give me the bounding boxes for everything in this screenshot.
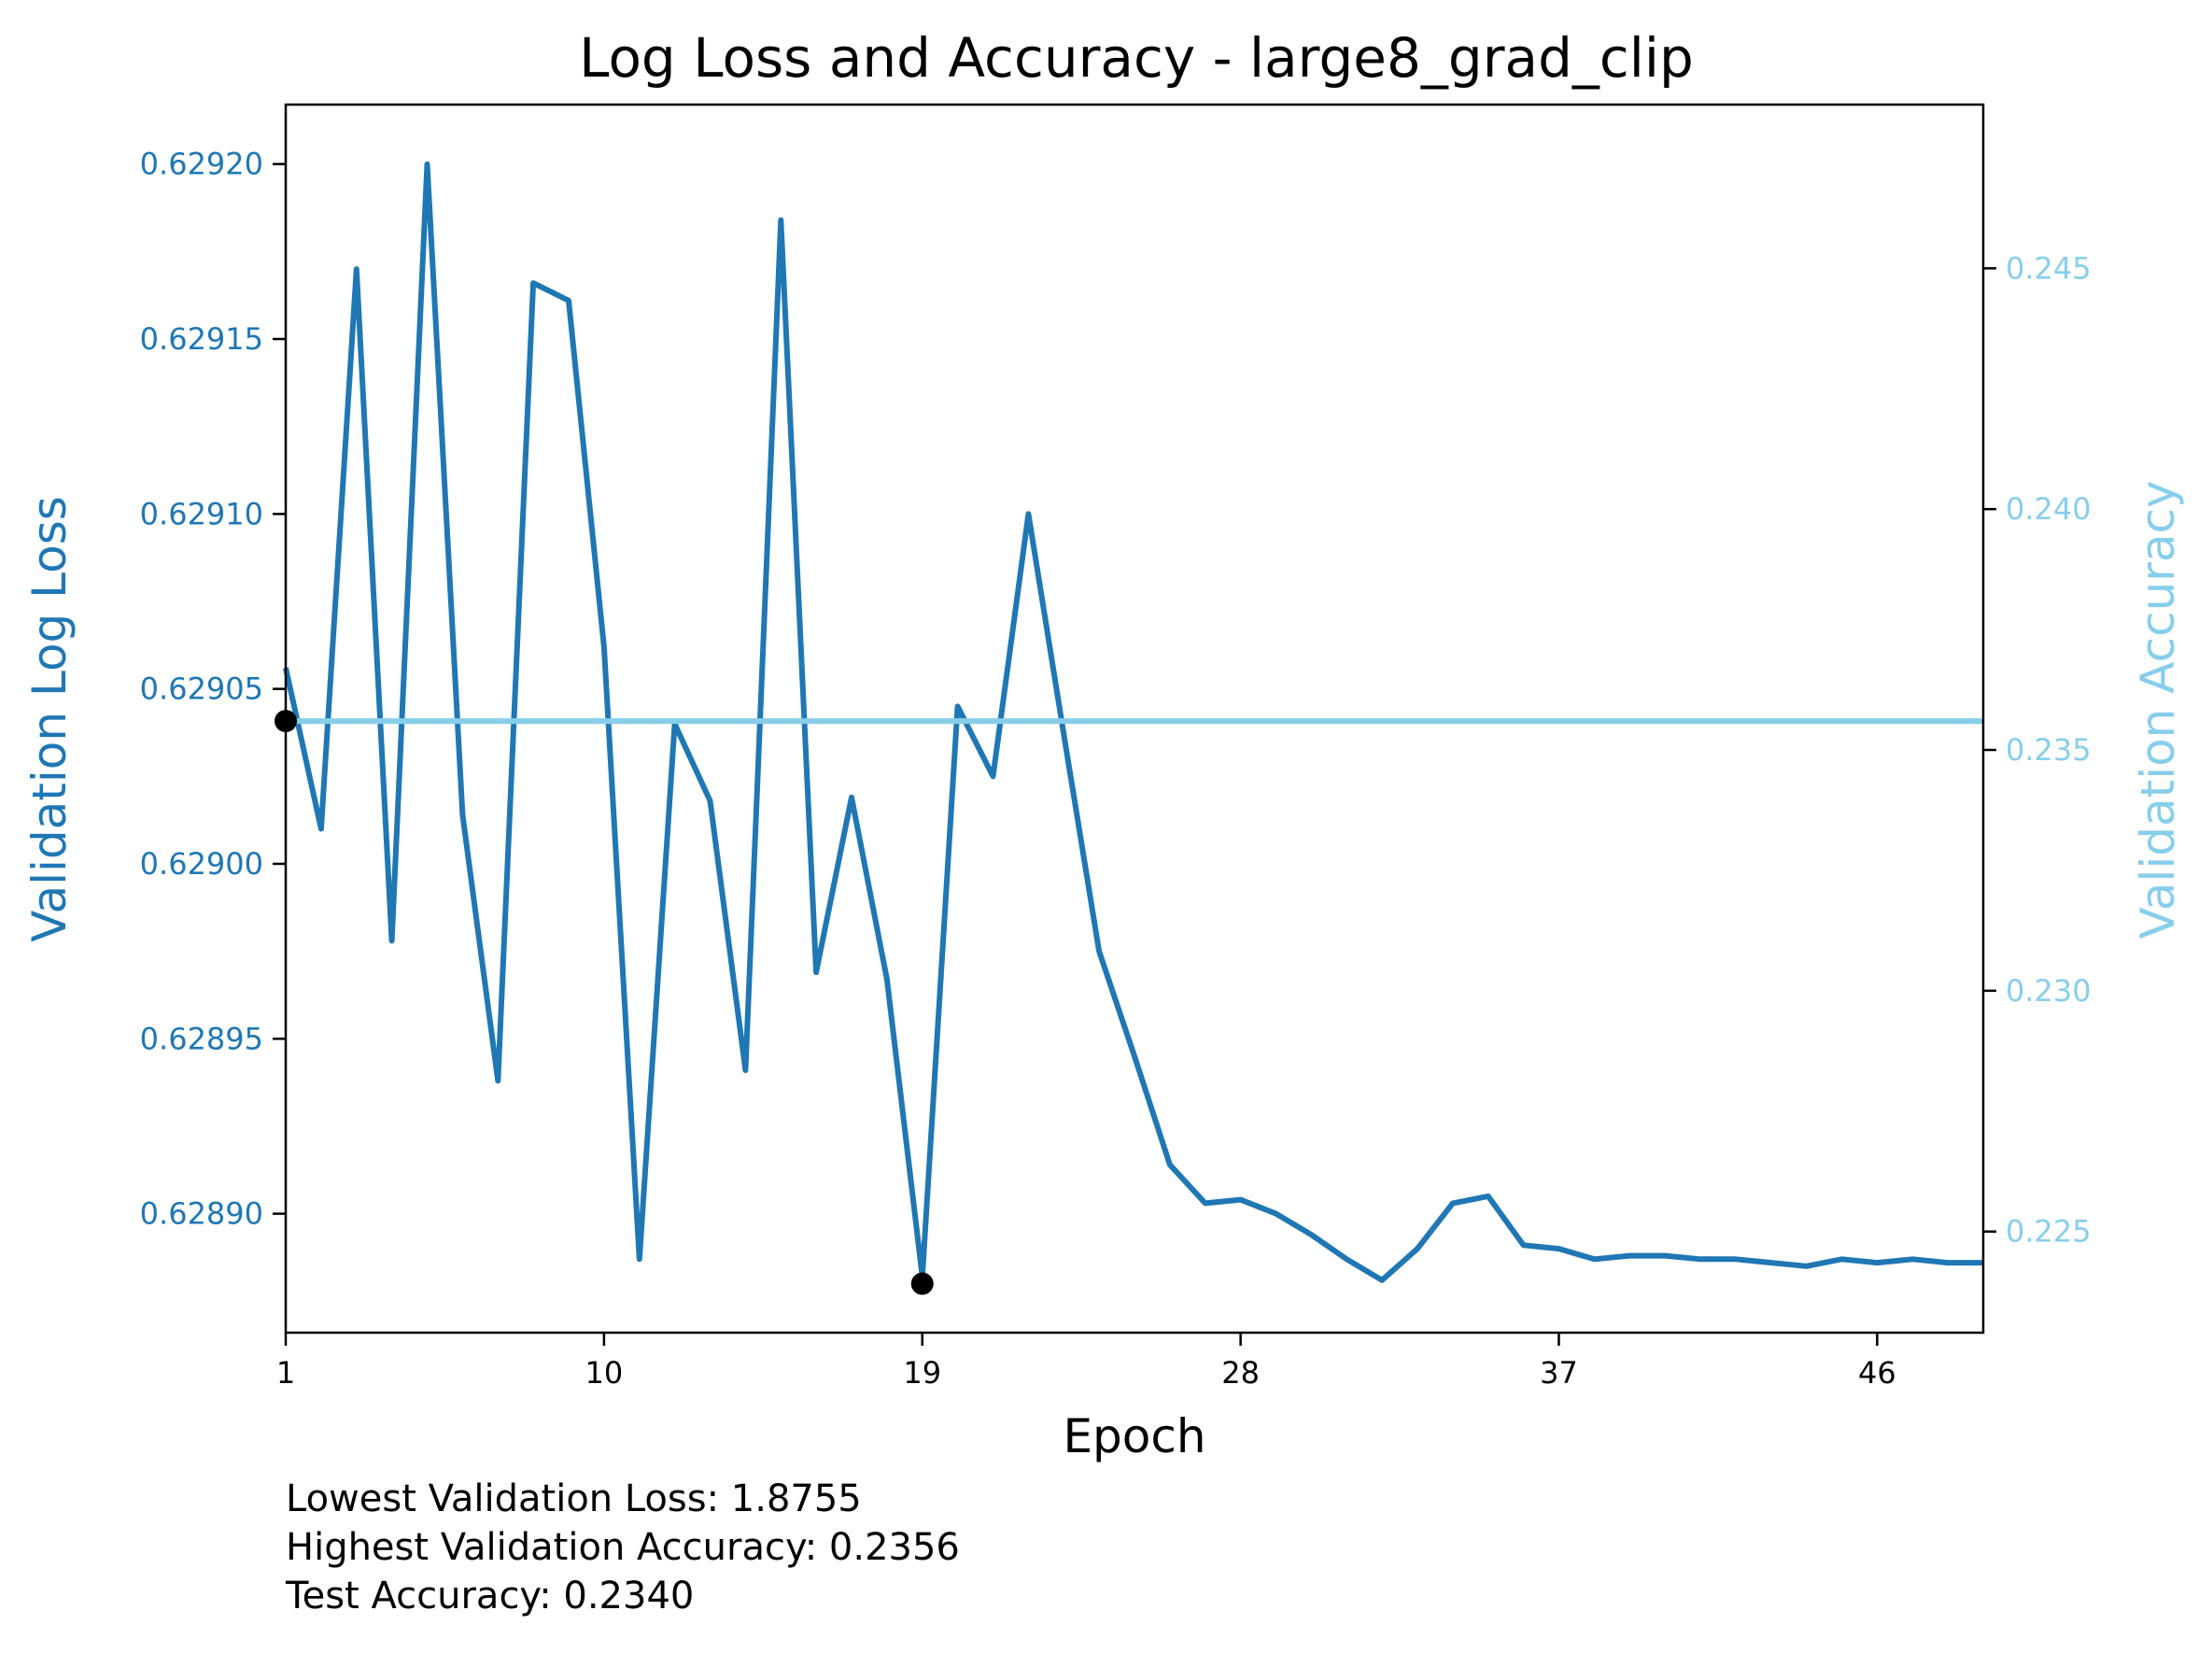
series-layer — [275, 161, 1983, 1295]
y-right-tick-label: 0.230 — [2006, 973, 2092, 1009]
x-tick-label: 46 — [1858, 1355, 1896, 1391]
x-tick-label: 37 — [1540, 1355, 1578, 1391]
y-left-tick-label: 0.62910 — [140, 496, 263, 531]
x-axis-label: Epoch — [1063, 1409, 1205, 1463]
y-left-tick-label: 0.62890 — [140, 1196, 263, 1232]
y-axis-right: 0.225 0.230 0.235 0.240 0.245 — [1983, 250, 2092, 1250]
y-right-tick-label: 0.240 — [2006, 491, 2092, 527]
y-right-tick-label: 0.225 — [2006, 1214, 2092, 1250]
x-tick-label: 10 — [585, 1355, 624, 1391]
y-left-tick-label: 0.62920 — [140, 147, 263, 182]
summary-highest-accuracy: Highest Validation Accuracy: 0.2356 — [286, 1526, 960, 1569]
plot-area: 1 10 19 28 37 46 0.62890 0.62895 0.62900 0.62905… — [140, 103, 2092, 1391]
plot-frame — [284, 103, 1985, 1335]
y-left-tick-label: 0.62905 — [140, 671, 263, 707]
x-tick-label: 28 — [1221, 1355, 1260, 1391]
summary-test-accuracy: Test Accuracy: 0.2340 — [285, 1575, 694, 1618]
chart-title: Log Loss and Accuracy - large8_grad_clip — [579, 26, 1694, 90]
loss-series-line — [283, 161, 1983, 1283]
lowest-loss-marker — [910, 1272, 934, 1295]
y-axis-left: 0.62890 0.62895 0.62900 0.62905 0.62910 0.629… — [140, 147, 286, 1232]
x-tick-label: 1 — [276, 1355, 295, 1391]
y-left-tick-label: 0.62900 — [140, 846, 263, 882]
x-axis: 1 10 19 28 37 46 — [276, 1333, 1896, 1391]
y-axis-right-label: Validation Accuracy — [2131, 480, 2185, 939]
y-left-tick-label: 0.62915 — [140, 321, 263, 357]
summary-lowest-loss: Lowest Validation Loss: 1.8755 — [286, 1477, 862, 1520]
y-right-tick-label: 0.235 — [2006, 732, 2092, 768]
y-axis-left-label: Validation Log Loss — [22, 496, 77, 942]
y-left-tick-label: 0.62895 — [140, 1021, 263, 1056]
x-tick-label: 19 — [903, 1355, 941, 1391]
y-right-tick-label: 0.245 — [2006, 250, 2092, 286]
